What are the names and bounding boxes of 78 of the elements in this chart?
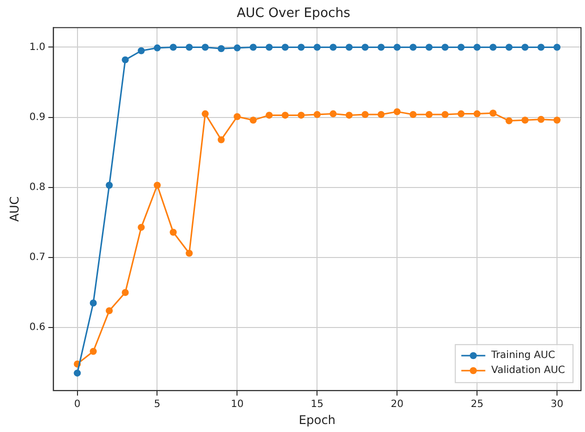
point bbox=[346, 112, 353, 119]
point bbox=[186, 44, 193, 51]
point bbox=[282, 44, 289, 51]
chart-title: AUC Over Epochs bbox=[236, 6, 351, 22]
point bbox=[250, 44, 257, 51]
y-tick-label: 0.7 bbox=[29, 252, 46, 264]
point bbox=[106, 182, 113, 189]
point bbox=[410, 44, 417, 51]
point bbox=[554, 116, 561, 124]
point bbox=[122, 56, 129, 64]
point bbox=[458, 110, 465, 118]
x-tick-label: 25 bbox=[470, 399, 484, 410]
x-tick-label: 30 bbox=[550, 399, 564, 410]
point bbox=[394, 44, 401, 51]
point bbox=[154, 182, 161, 189]
point bbox=[522, 116, 529, 124]
x-tick-label: 15 bbox=[310, 399, 324, 410]
point bbox=[346, 44, 353, 51]
point bbox=[554, 44, 561, 51]
legend-label: Training AUC bbox=[490, 350, 556, 362]
point bbox=[330, 110, 337, 118]
y-tick-label: 0.6 bbox=[29, 322, 46, 334]
point bbox=[266, 44, 273, 51]
point bbox=[218, 136, 225, 144]
point bbox=[490, 44, 497, 51]
point bbox=[122, 288, 129, 296]
point bbox=[378, 110, 385, 118]
point bbox=[74, 370, 81, 377]
point bbox=[90, 348, 97, 355]
point bbox=[442, 44, 449, 51]
y-tick-label: 0.8 bbox=[29, 182, 46, 193]
x-tick-label: 10 bbox=[230, 399, 244, 410]
point bbox=[314, 110, 321, 118]
point bbox=[426, 44, 433, 51]
x-tick-label: 0 bbox=[74, 399, 80, 410]
point bbox=[442, 110, 449, 118]
point bbox=[362, 44, 369, 51]
point bbox=[202, 110, 209, 118]
point bbox=[282, 112, 289, 119]
point bbox=[394, 108, 401, 116]
point bbox=[330, 44, 337, 51]
legend-label: Validation AUC bbox=[491, 365, 566, 376]
point bbox=[362, 110, 369, 118]
point bbox=[170, 44, 177, 51]
y-axis-title: AUC bbox=[7, 196, 22, 222]
point bbox=[538, 116, 545, 123]
point bbox=[106, 307, 113, 314]
point bbox=[410, 110, 417, 118]
y-tick-label: 1.0 bbox=[29, 42, 46, 53]
point bbox=[186, 250, 193, 257]
point bbox=[458, 44, 465, 51]
point bbox=[298, 112, 305, 119]
point bbox=[170, 228, 177, 236]
point bbox=[490, 110, 497, 117]
point bbox=[506, 117, 513, 124]
point bbox=[426, 110, 433, 118]
y-tick-label: 0.9 bbox=[29, 112, 46, 123]
point bbox=[234, 44, 241, 52]
point bbox=[154, 44, 161, 52]
point bbox=[378, 44, 385, 51]
point bbox=[218, 45, 225, 52]
x-tick-label: 20 bbox=[390, 399, 404, 410]
point bbox=[138, 47, 145, 54]
point bbox=[474, 110, 481, 118]
point bbox=[138, 224, 145, 231]
point bbox=[298, 44, 305, 51]
point bbox=[474, 44, 481, 51]
point bbox=[506, 44, 513, 51]
x-tick-label: 5 bbox=[154, 399, 160, 410]
point bbox=[234, 113, 241, 120]
point bbox=[90, 300, 97, 307]
point bbox=[538, 44, 545, 51]
x-axis-title: Epoch bbox=[298, 412, 336, 427]
point bbox=[266, 112, 273, 119]
point bbox=[250, 116, 257, 124]
point bbox=[522, 44, 529, 51]
point bbox=[202, 44, 209, 51]
point bbox=[314, 44, 321, 51]
